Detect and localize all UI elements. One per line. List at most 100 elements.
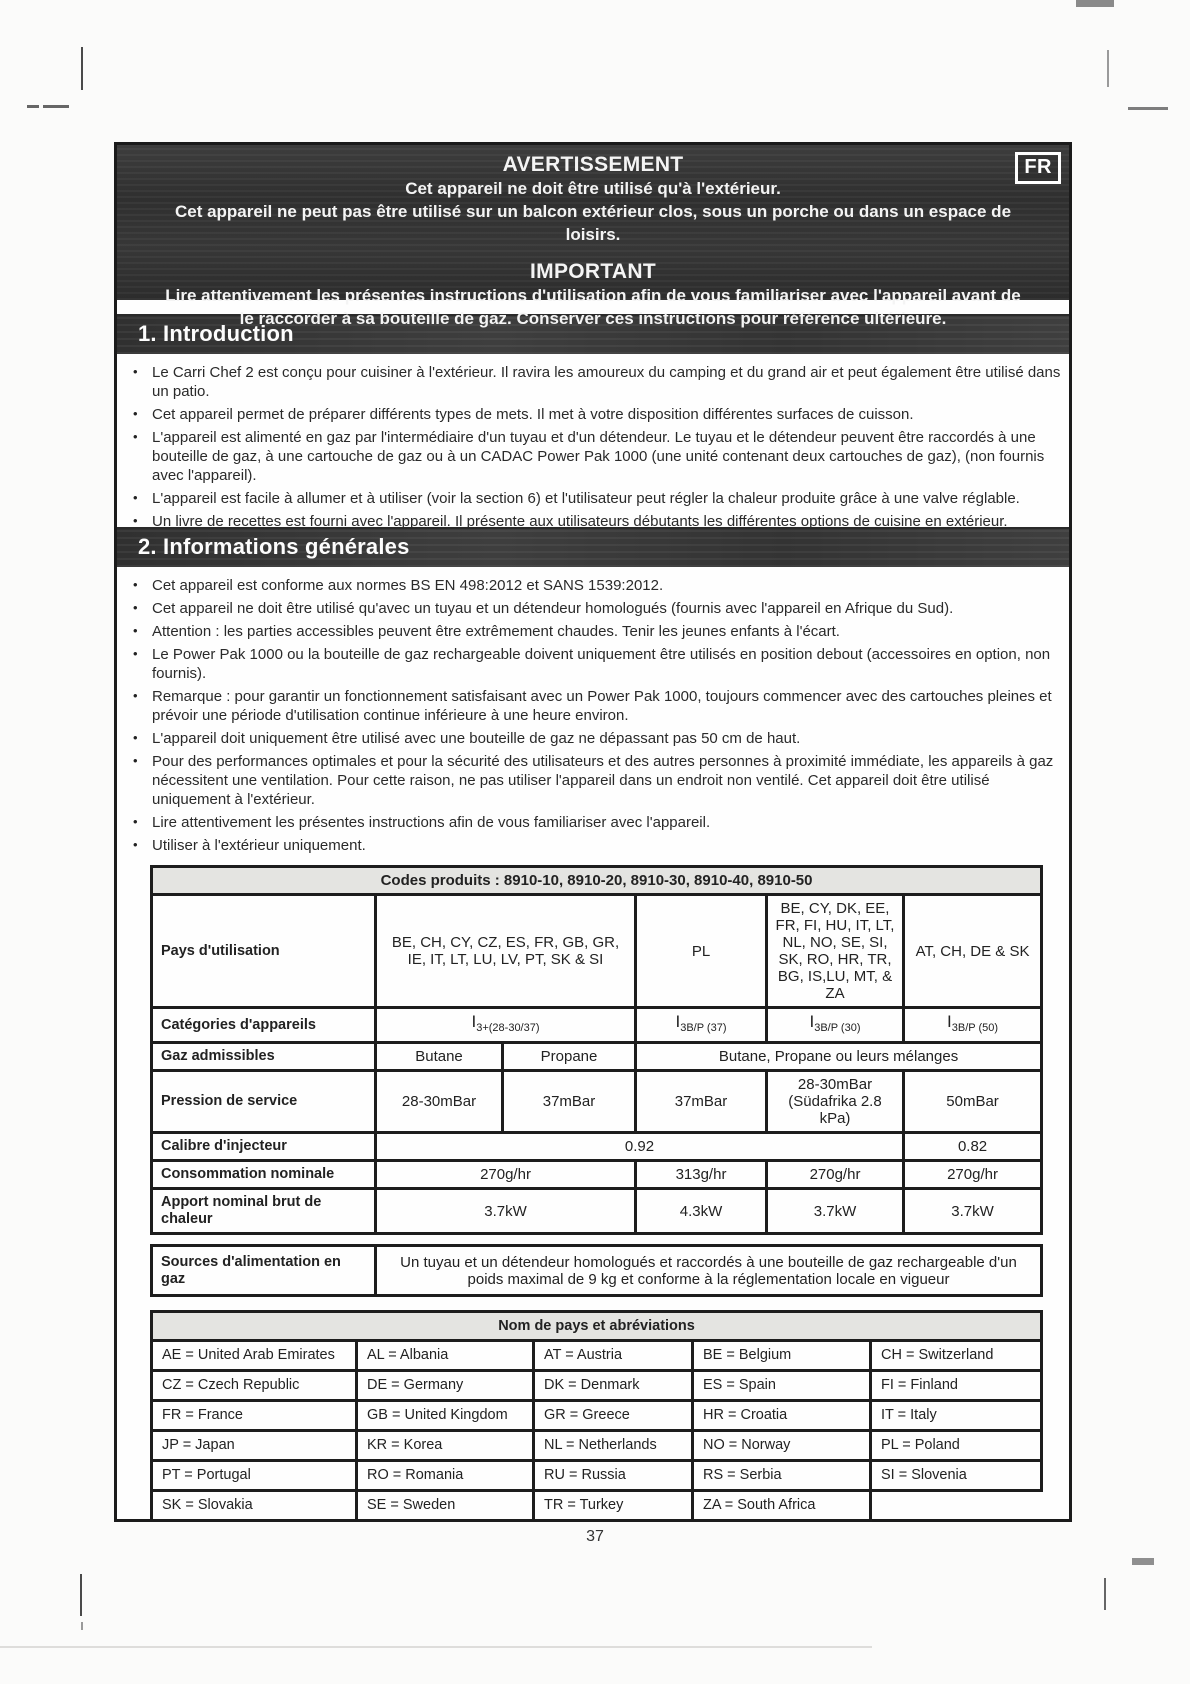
category-symbol: I — [947, 1012, 952, 1031]
table-cell: Un tuyau et un détendeur homologués et r… — [374, 1244, 1043, 1297]
section-general-info: Cet appareil est conforme aux normes BS … — [117, 567, 1069, 854]
list-item: L'appareil est facile à allumer et à uti… — [117, 488, 1063, 508]
table-cell: 3.7kW — [901, 1187, 1044, 1235]
table-cell: SI = Slovenia — [868, 1459, 1044, 1492]
list-item: L'appareil est alimenté en gaz par l'int… — [117, 427, 1063, 485]
category-subscript: 3B/P (50) — [951, 1022, 999, 1034]
product-codes-table: Codes produits : 8910-10, 8910-20, 8910-… — [149, 865, 1044, 1235]
category-subscript: 3+(28-30/37) — [476, 1022, 540, 1034]
table-cell: BE = Belgium — [691, 1339, 872, 1372]
table-cell: RU = Russia — [532, 1459, 694, 1492]
row-label: Apport nominal brut de chaleur — [150, 1187, 377, 1235]
table-cell: 0.92 — [374, 1131, 905, 1162]
table-row: Codes produits : 8910-10, 8910-20, 8910-… — [149, 865, 1044, 896]
table-row: Consommation nominale 270g/hr 313g/hr 27… — [150, 1159, 1044, 1190]
row-label: Catégories d'appareils — [150, 1006, 377, 1044]
table-cell: 50mBar — [901, 1069, 1044, 1134]
row-label: Consommation nominale — [150, 1159, 377, 1190]
table-cell: JP = Japan — [150, 1429, 358, 1462]
table-row: CZ = Czech Republic DE = Germany DK = De… — [150, 1369, 1044, 1402]
crop-mark-bottom-left-2 — [81, 1622, 83, 1630]
empty-cell — [871, 1491, 1042, 1521]
table-row: FR = France GB = United Kingdom GR = Gre… — [150, 1399, 1044, 1432]
table-cell: AE = United Arab Emirates — [150, 1339, 358, 1372]
table-cell: Butane, Propane ou leurs mélanges — [633, 1041, 1044, 1072]
section-heading-introduction: 1. Introduction — [117, 316, 1069, 354]
warning-banner: AVERTISSEMENT Cet appareil ne doit être … — [117, 145, 1069, 328]
list-item: Pour des performances optimales et pour … — [117, 751, 1063, 809]
table-cell: RO = Romania — [355, 1459, 535, 1492]
crop-dash-top-right — [1128, 107, 1168, 110]
table-cell: ZA = South Africa — [691, 1489, 872, 1522]
row-label: Gaz admissibles — [150, 1041, 377, 1072]
warning-title: AVERTISSEMENT — [502, 153, 684, 176]
banner-divider — [117, 300, 1069, 316]
list-item: Le Power Pak 1000 ou la bouteille de gaz… — [117, 644, 1063, 683]
table-row: Gaz admissibles Butane Propane Butane, P… — [150, 1041, 1044, 1072]
country-abbreviations-table: Nom de pays et abréviations AE = United … — [149, 1310, 1044, 1522]
list-item: Utiliser à l'extérieur uniquement. — [117, 835, 1063, 855]
warning-line-2: Cet appareil ne peut pas être utilisé su… — [174, 202, 1012, 244]
table-row: AE = United Arab Emirates AL = Albania A… — [150, 1339, 1044, 1372]
table-cell: 4.3kW — [634, 1187, 768, 1235]
list-item: Le Carri Chef 2 est conçu pour cuisiner … — [117, 362, 1063, 401]
intro-bullet-list: Le Carri Chef 2 est conçu pour cuisiner … — [117, 354, 1069, 531]
category-subscript: 3B/P (37) — [680, 1022, 727, 1034]
table-row: Pression de service 28-30mBar 37mBar 37m… — [150, 1069, 1044, 1134]
table-cell: GB = United Kingdom — [355, 1399, 535, 1432]
list-item: Cet appareil ne doit être utilisé qu'ave… — [117, 598, 1063, 618]
important-title: IMPORTANT — [530, 260, 656, 283]
table-cell: NL = Netherlands — [532, 1429, 694, 1462]
table-cell: FR = France — [150, 1399, 358, 1432]
crop-mark-bottom-right — [1104, 1578, 1106, 1610]
row-label: Pays d'utilisation — [150, 893, 377, 1009]
table-row: Nom de pays et abréviations — [149, 1310, 1044, 1342]
table-row: SK = Slovakia SE = Sweden TR = Turkey ZA… — [150, 1489, 1042, 1522]
table-cell: I3B/P (50) — [901, 1006, 1044, 1044]
table-cell: IT = Italy — [868, 1399, 1044, 1432]
table-row: Calibre d'injecteur 0.92 0.82 — [150, 1131, 1044, 1162]
table-cell: 270g/hr — [765, 1159, 905, 1190]
table-cell: NO = Norway — [691, 1429, 872, 1462]
scan-smudge-top-right — [1076, 0, 1114, 7]
gas-sources-table: Sources d'alimentation en gaz Un tuyau e… — [150, 1244, 1043, 1297]
table-cell: 270g/hr — [901, 1159, 1044, 1190]
table-row: Catégories d'appareils I3+(28-30/37) I3B… — [150, 1006, 1044, 1044]
section-heading-general-info: 2. Informations générales — [117, 529, 1069, 567]
list-item: Cet appareil permet de préparer différen… — [117, 404, 1063, 424]
row-label: Pression de service — [150, 1069, 377, 1134]
table-cell: PT = Portugal — [150, 1459, 358, 1492]
row-label: Calibre d'injecteur — [150, 1131, 377, 1162]
category-symbol: I — [675, 1012, 681, 1031]
row-label: Sources d'alimentation en gaz — [150, 1244, 377, 1297]
list-item: Attention : les parties accessibles peuv… — [117, 621, 1063, 641]
table-cell: DE = Germany — [355, 1369, 535, 1402]
scan-line-bottom — [0, 1646, 872, 1648]
codes-table-title: Codes produits : 8910-10, 8910-20, 8910-… — [149, 865, 1044, 896]
table-row: JP = Japan KR = Korea NL = Netherlands N… — [150, 1429, 1044, 1462]
table-cell: I3B/P (30) — [765, 1006, 905, 1044]
general-bullet-list: Cet appareil est conforme aux normes BS … — [117, 567, 1069, 855]
table-cell: 28-30mBar (Südafrika 2.8 kPa) — [765, 1069, 905, 1134]
crop-mark-top-left — [81, 47, 83, 90]
table-cell: BE, CY, DK, EE, FR, FI, HU, IT, LT, NL, … — [765, 893, 905, 1009]
table-cell: AT = Austria — [532, 1339, 694, 1372]
list-item: Un livre de recettes est fourni avec l'a… — [117, 511, 1063, 531]
country-table-title: Nom de pays et abréviations — [149, 1310, 1044, 1342]
category-symbol: I — [471, 1012, 477, 1031]
crop-dash-top-left — [27, 105, 69, 108]
table-cell: GR = Greece — [532, 1399, 694, 1432]
list-item: Lire attentivement les présentes instruc… — [117, 812, 1063, 832]
table-cell: 37mBar — [634, 1069, 768, 1134]
content-box: AVERTISSEMENT Cet appareil ne doit être … — [114, 142, 1072, 1522]
table-cell: KR = Korea — [355, 1429, 535, 1462]
table-cell: ES = Spain — [691, 1369, 872, 1402]
list-item: Remarque : pour garantir un fonctionneme… — [117, 686, 1063, 725]
warning-line-1: Cet appareil ne doit être utilisé qu'à l… — [405, 179, 781, 198]
table-cell: 270g/hr — [374, 1159, 637, 1190]
table-row: Sources d'alimentation en gaz Un tuyau e… — [150, 1244, 1043, 1297]
table-cell: I3+(28-30/37) — [374, 1006, 637, 1044]
important-line: Lire attentivement les présentes instruc… — [165, 286, 1021, 328]
crop-mark-top-right — [1107, 50, 1109, 87]
table-row: Apport nominal brut de chaleur 3.7kW 4.3… — [150, 1187, 1044, 1235]
